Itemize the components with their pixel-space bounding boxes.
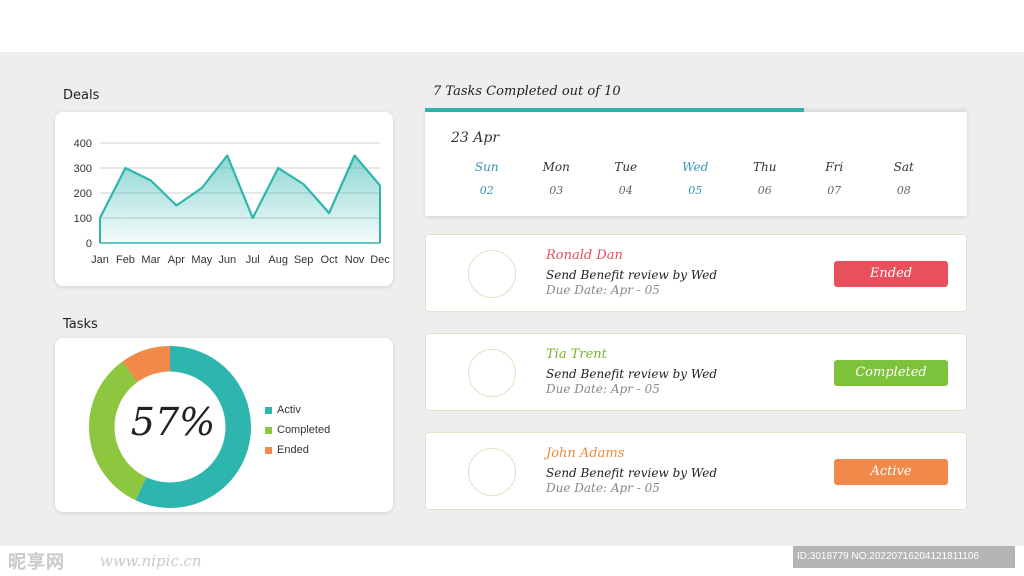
x-tick-label: Oct <box>321 254 338 266</box>
task-description: Send Benefit review by Wed <box>546 466 717 480</box>
tasks-progress-title: 7 Tasks Completed out of 10 <box>433 84 621 99</box>
calendar-week: Sun 02 Mon 03 Tue 04 Wed 05 Thu 06 Fri 0… <box>452 160 957 197</box>
task-description: Send Benefit review by Wed <box>546 268 717 282</box>
avatar <box>468 250 516 298</box>
watermark-site: www.nipic.cn <box>100 552 202 570</box>
watermark-id: ID:3018779 NO:20220716204121811106 <box>793 546 1015 568</box>
legend-label-ended: Ended <box>277 444 309 456</box>
calendar-card: 23 Apr Sun 02 Mon 03 Tue 04 Wed 05 Thu 0… <box>425 112 967 216</box>
top-bar <box>0 0 1024 52</box>
y-tick-label: 400 <box>74 138 92 150</box>
legend-item-activ: Activ <box>265 400 330 420</box>
donut-slice-completed <box>89 361 148 501</box>
calendar-day-mon[interactable]: Mon 03 <box>522 160 592 197</box>
y-tick-label: 100 <box>74 213 92 225</box>
task-description: Send Benefit review by Wed <box>546 367 717 381</box>
x-tick-label: Jun <box>218 254 236 266</box>
status-badge-active[interactable]: Active <box>834 459 948 485</box>
calendar-day-name: Tue <box>614 160 638 174</box>
legend-label-completed: Completed <box>277 424 331 436</box>
calendar-day-number: 07 <box>827 184 842 197</box>
deals-title: Deals <box>63 88 100 103</box>
calendar-day-number: 05 <box>688 184 703 197</box>
task-card-tia-trent[interactable]: Tia Trent Send Benefit review by Wed Due… <box>425 333 967 411</box>
x-tick-label: Mar <box>141 254 160 266</box>
x-tick-label: Nov <box>345 254 365 266</box>
task-due-date: Due Date: Apr - 05 <box>546 382 660 396</box>
x-tick-label: Sep <box>294 254 314 266</box>
x-tick-label: Aug <box>268 254 288 266</box>
x-tick-label: Jul <box>246 254 260 266</box>
x-tick-label: Dec <box>370 254 390 266</box>
x-tick-label: Jan <box>91 254 109 266</box>
task-card-john-adams[interactable]: John Adams Send Benefit review by Wed Du… <box>425 432 967 510</box>
legend-swatch-ended <box>265 446 272 454</box>
calendar-day-name: Thu <box>753 160 777 174</box>
calendar-day-name: Wed <box>682 160 709 174</box>
calendar-day-number: 04 <box>618 184 633 197</box>
legend-label-activ: Activ <box>277 404 301 416</box>
y-tick-label: 200 <box>74 188 92 200</box>
calendar-day-number: 02 <box>479 184 494 197</box>
tasks-title: Tasks <box>63 317 98 332</box>
task-due-date: Due Date: Apr - 05 <box>546 481 660 495</box>
y-tick-label: 0 <box>86 238 92 250</box>
calendar-day-number: 06 <box>757 184 772 197</box>
legend-swatch-completed <box>265 426 272 434</box>
legend-swatch-activ <box>265 406 272 414</box>
x-tick-label: Apr <box>168 254 185 266</box>
donut-slice-activ <box>135 346 251 508</box>
calendar-day-name: Sun <box>474 160 499 174</box>
tasks-donut-chart <box>89 346 251 508</box>
avatar <box>468 448 516 496</box>
x-tick-label: Feb <box>116 254 135 266</box>
avatar <box>468 349 516 397</box>
donut-hole <box>114 371 226 483</box>
y-tick-label: 300 <box>74 163 92 175</box>
calendar-day-wed[interactable]: Wed 05 <box>661 160 731 197</box>
donut-center-label: 57% <box>130 400 216 444</box>
status-badge-ended[interactable]: Ended <box>834 261 948 287</box>
x-tick-label: May <box>191 254 212 266</box>
tasks-progress-bar <box>425 108 967 112</box>
calendar-day-number: 08 <box>896 184 911 197</box>
tasks-progress-fill <box>425 108 805 112</box>
task-assignee-name: Ronald Dan <box>546 248 623 263</box>
task-assignee-name: Tia Trent <box>546 347 607 362</box>
task-card-ronald-dan[interactable]: Ronald Dan Send Benefit review by Wed Du… <box>425 234 967 312</box>
tasks-card <box>55 338 393 512</box>
deals-chart: 0 100 200 300 400 Jan Feb Mar Apr May Jun Jul Aug Sep… <box>74 138 391 266</box>
watermark-logo: 昵享网 <box>8 552 65 573</box>
donut-slice-ended <box>122 346 171 383</box>
legend-item-completed: Completed <box>265 420 330 440</box>
calendar-date: 23 Apr <box>451 130 500 146</box>
calendar-day-name: Sat <box>893 160 914 174</box>
calendar-day-sat[interactable]: Sat 08 <box>869 160 939 197</box>
task-assignee-name: John Adams <box>546 446 625 461</box>
deals-area <box>100 155 380 243</box>
calendar-day-thu[interactable]: Thu 06 <box>730 160 800 197</box>
deals-line <box>99 154 381 220</box>
calendar-day-tue[interactable]: Tue 04 <box>591 160 661 197</box>
legend-item-ended: Ended <box>265 440 330 460</box>
donut-legend: Activ Completed Ended <box>265 400 330 460</box>
calendar-day-number: 03 <box>549 184 564 197</box>
calendar-day-name: Fri <box>825 160 844 174</box>
status-badge-completed[interactable]: Completed <box>834 360 948 386</box>
deals-card: 0 100 200 300 400 Jan Feb Mar Apr May Jun Jul Aug Sep… <box>55 112 393 286</box>
task-due-date: Due Date: Apr - 05 <box>546 283 660 297</box>
calendar-day-sun[interactable]: Sun 02 <box>452 160 522 197</box>
calendar-day-fri[interactable]: Fri 07 <box>800 160 870 197</box>
calendar-day-name: Mon <box>542 160 570 174</box>
